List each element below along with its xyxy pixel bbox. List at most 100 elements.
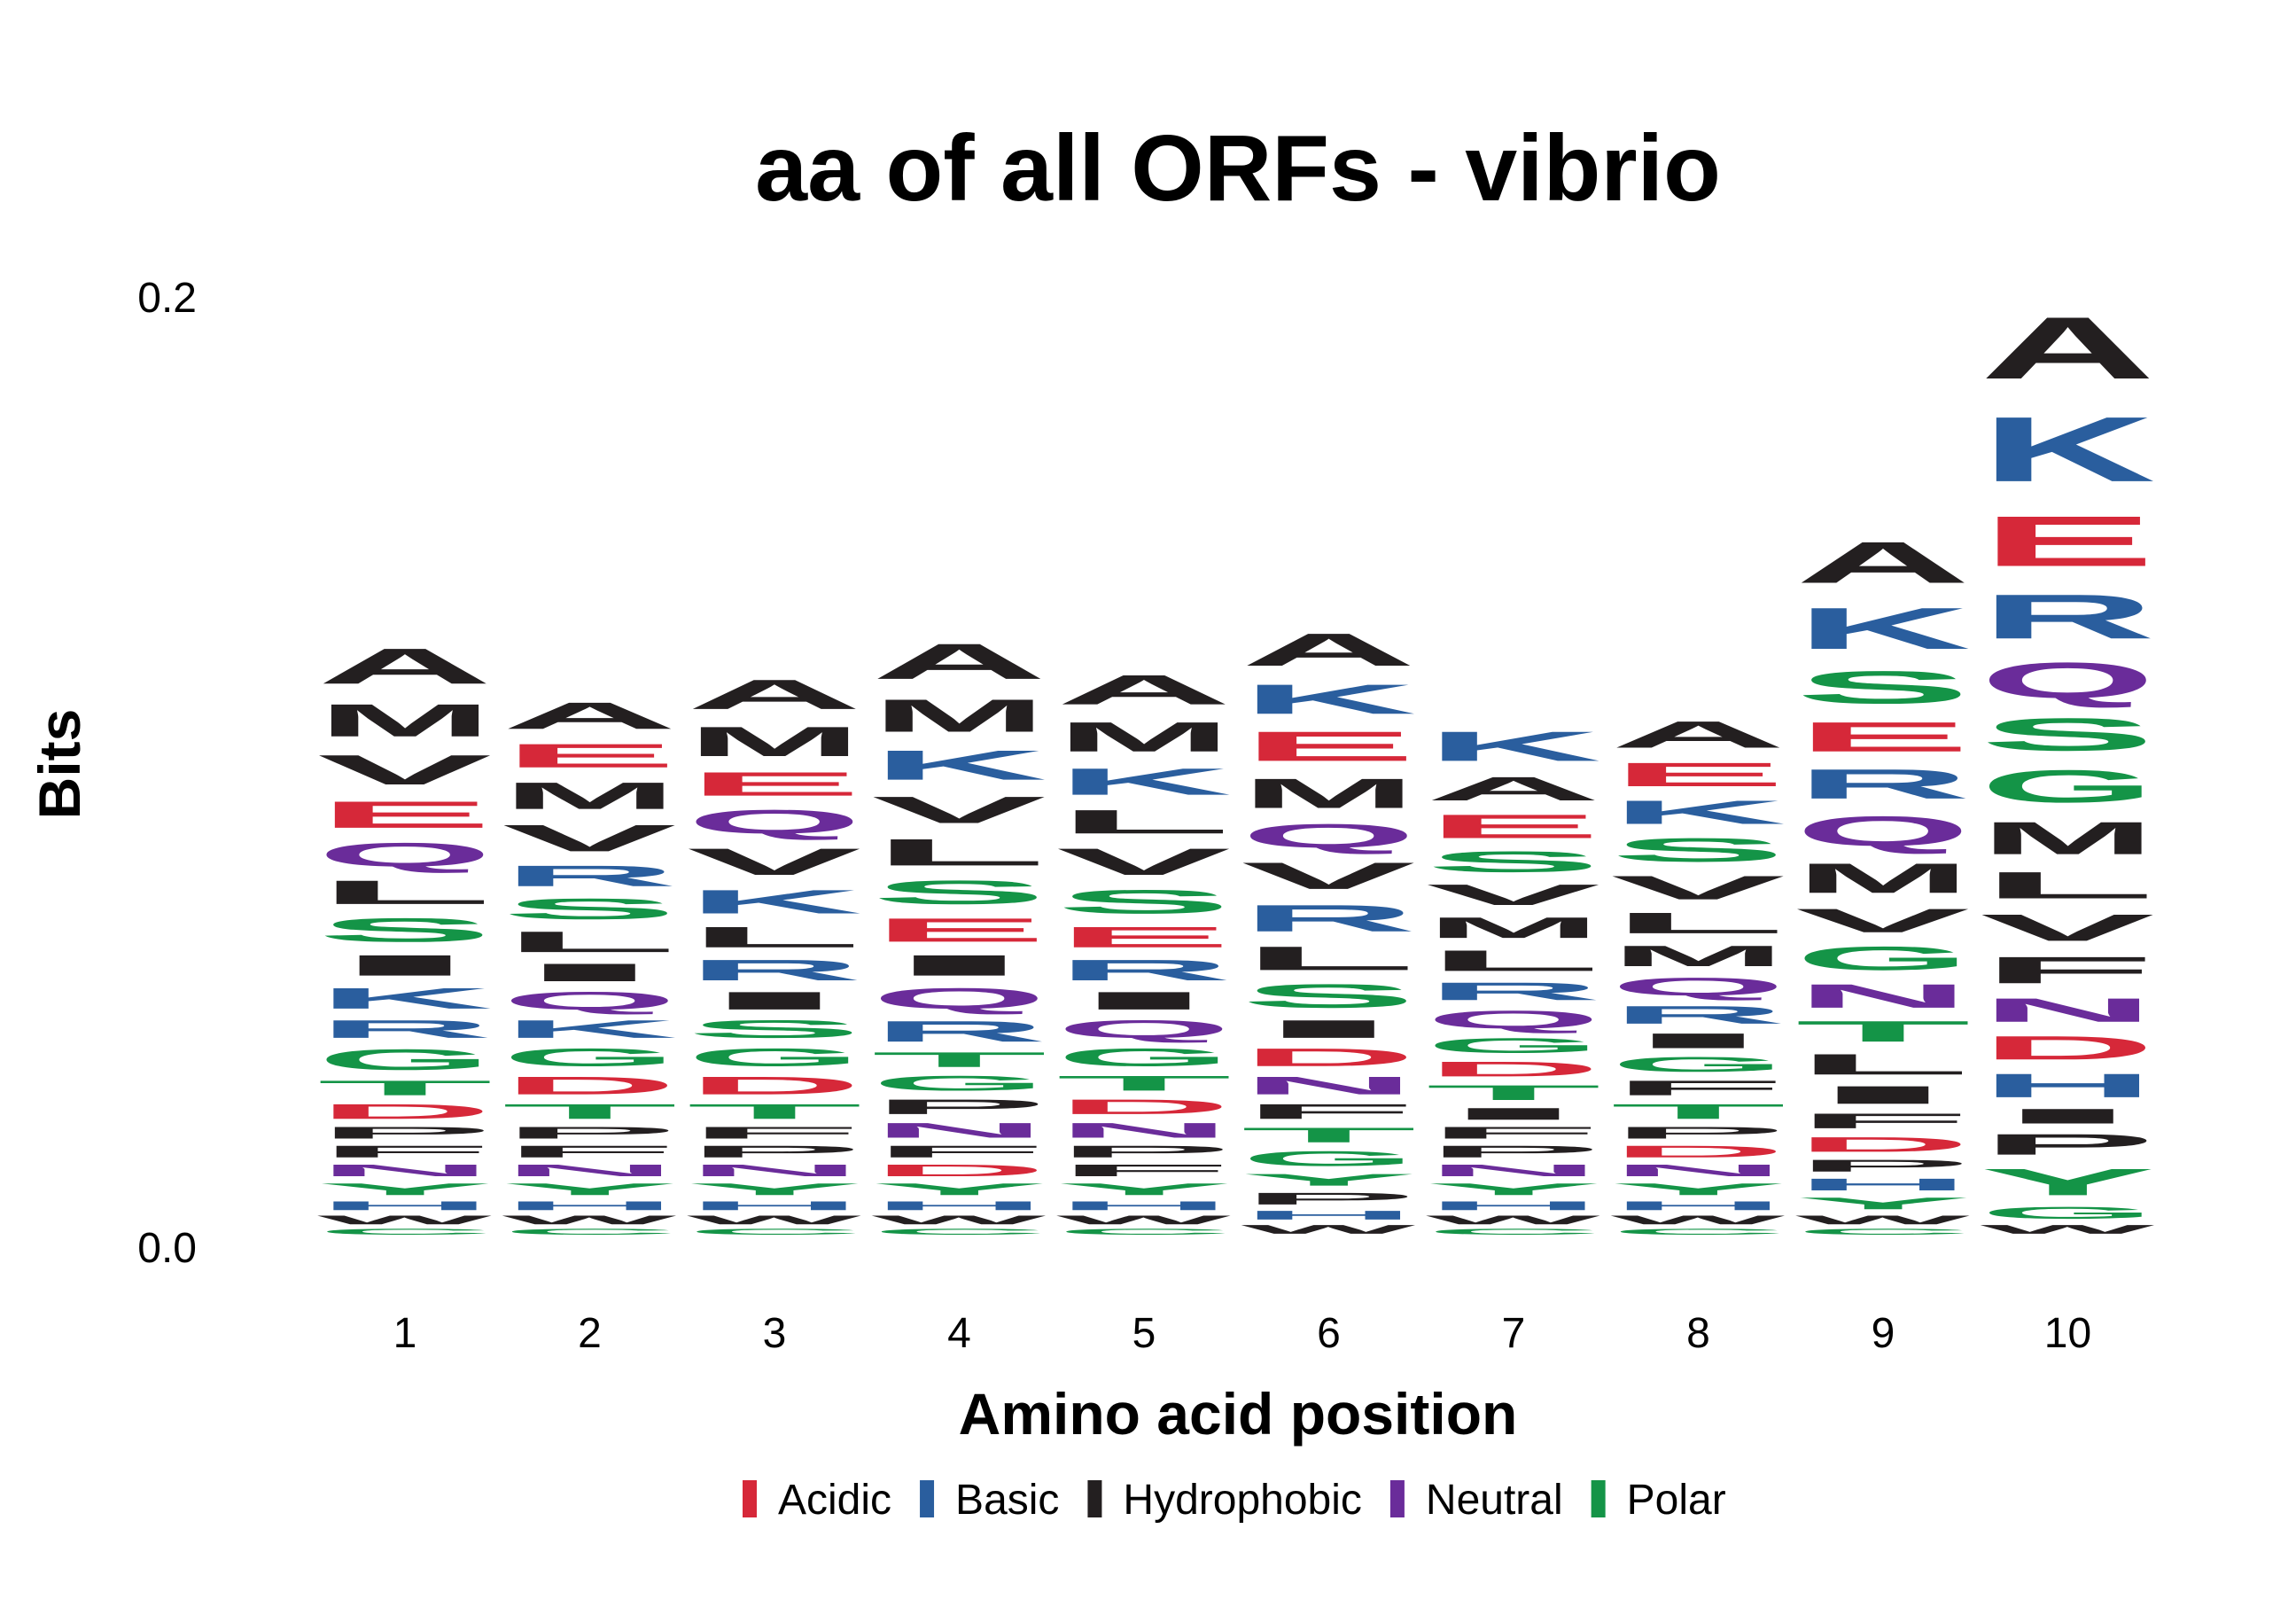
logo-letter-H: H	[1795, 1175, 1971, 1194]
logo-letter-P: P	[502, 1123, 678, 1142]
logo-letter-Q: Q	[317, 836, 493, 874]
logo-letter-P: P	[1981, 1128, 2156, 1161]
logo-letter-W: W	[1795, 1213, 1971, 1227]
logo-letter-M: M	[1981, 813, 2156, 864]
logo-letter-G: G	[1056, 1043, 1232, 1072]
logo-letter-T: T	[1241, 1123, 1417, 1147]
logo-letter-A: A	[317, 638, 493, 695]
logo-letter-Q: Q	[502, 987, 678, 1015]
logo-letter-K: K	[687, 883, 862, 920]
logo-letter-E: E	[872, 911, 1047, 949]
logo-letter-S: S	[1795, 662, 1971, 714]
logo-letter-R: R	[1611, 1001, 1786, 1029]
logo-letter-V: V	[687, 840, 861, 883]
logo-letter-N: N	[317, 1161, 493, 1180]
logo-letter-I: I	[1426, 1104, 1601, 1123]
logo-letter-L: L	[1611, 907, 1786, 940]
logo-letter-I: I	[1241, 1015, 1417, 1043]
logo-letter-F: F	[687, 1123, 862, 1142]
logo-letter-N: N	[1426, 1161, 1601, 1180]
logo-letter-R: R	[317, 1015, 493, 1043]
logo-letter-Q: Q	[1795, 807, 1971, 854]
logo-letter-A: A	[1056, 667, 1232, 714]
logo-letter-I: I	[872, 949, 1047, 982]
legend-label-basic: Basic	[955, 1477, 1059, 1524]
logo-letter-Y: Y	[1241, 1171, 1417, 1190]
logo-letter-S: S	[1056, 883, 1232, 921]
logo-letter-M: M	[1611, 940, 1786, 972]
logo-letter-L: L	[872, 831, 1047, 874]
logo-letter-S: S	[1611, 831, 1786, 870]
logo-letter-D: D	[317, 1100, 493, 1123]
logo-letter-G: G	[1981, 760, 2156, 812]
legend-label-acidic: Acidic	[778, 1477, 891, 1524]
logo-letter-A: A	[1426, 770, 1601, 807]
logo-letter-R: R	[1426, 978, 1601, 1006]
logo-letter-Q: Q	[1611, 972, 1786, 1001]
logo-letter-A: A	[1795, 530, 1971, 596]
logo-letter-G: G	[687, 1043, 862, 1072]
logo-letter-M: M	[1426, 911, 1601, 944]
logo-letter-S: S	[317, 911, 493, 949]
logo-letter-E: E	[1981, 502, 2156, 581]
logo-letter-E: E	[317, 793, 493, 836]
logo-letter-V: V	[1611, 869, 1786, 907]
logo-letter-L: L	[1795, 1048, 1971, 1080]
logo-letter-P: P	[1241, 1190, 1417, 1208]
logo-letter-A: A	[502, 694, 678, 737]
logo-letter-D: D	[687, 1072, 862, 1100]
logo-letter-V: V	[502, 817, 677, 860]
logo-letter-K: K	[502, 1015, 678, 1043]
logo-letter-R: R	[1795, 760, 1971, 807]
logo-letter-H: H	[1426, 1198, 1601, 1213]
logo-letter-S: S	[502, 893, 678, 925]
logo-letter-A: A	[687, 671, 862, 718]
y-tick-bottom: 0.0	[137, 1225, 197, 1272]
logo-letter-K: K	[1795, 596, 1971, 661]
logo-letter-Q: Q	[1426, 1006, 1601, 1034]
legend-label-hydrophobic: Hydrophobic	[1123, 1477, 1361, 1524]
logo-letter-P: P	[317, 1123, 493, 1142]
x-axis-title: Amino acid position	[959, 1381, 1518, 1447]
logo-letter-T: T	[317, 1076, 493, 1100]
logo-letter-E: E	[1795, 714, 1971, 760]
logo-letter-Y: Y	[1981, 1161, 2156, 1204]
x-tick-label: 8	[1686, 1310, 1710, 1357]
logo-letter-F: F	[872, 1143, 1047, 1161]
logo-letter-E: E	[1611, 756, 1786, 794]
logo-letter-M: M	[502, 775, 678, 817]
logo-letter-I: I	[1611, 1029, 1786, 1053]
logo-letter-C: C	[502, 1227, 678, 1236]
logo-letter-E: E	[1056, 921, 1232, 954]
logo-letter-R: R	[1981, 581, 2156, 651]
logo-letter-G: G	[1426, 1034, 1601, 1057]
logo-letter-A: A	[1241, 624, 1417, 675]
logo-letter-A: A	[872, 633, 1047, 690]
logo-letter-N: N	[1241, 1072, 1417, 1100]
logo-letter-Y: Y	[1426, 1180, 1601, 1198]
logo-letter-D: D	[1611, 1143, 1786, 1161]
x-tick-label: 10	[2044, 1310, 2091, 1357]
logo-letter-V: V	[317, 746, 492, 793]
logo-letter-K: K	[1056, 760, 1232, 803]
logo-letter-N: N	[872, 1119, 1047, 1142]
logo-letter-G: G	[1981, 1204, 2156, 1222]
logo-letter-F: F	[1056, 1161, 1232, 1180]
logo-letter-M: M	[872, 690, 1047, 741]
x-tick-label: 5	[1132, 1310, 1156, 1357]
logo-letter-A: A	[1981, 299, 2156, 398]
logo-letter-Y: Y	[1056, 1180, 1232, 1198]
logo-letter-Q: Q	[1981, 652, 2156, 709]
logo-letter-F: F	[317, 1143, 493, 1161]
logo-letter-G: G	[872, 1072, 1047, 1096]
logo-letter-N: N	[1056, 1119, 1232, 1142]
logo-letter-G: G	[502, 1043, 678, 1072]
logo-letter-K: K	[1981, 397, 2156, 501]
x-tick-labels: 1 2 3 4 5 6 7 8 9 10	[393, 1310, 2092, 1357]
